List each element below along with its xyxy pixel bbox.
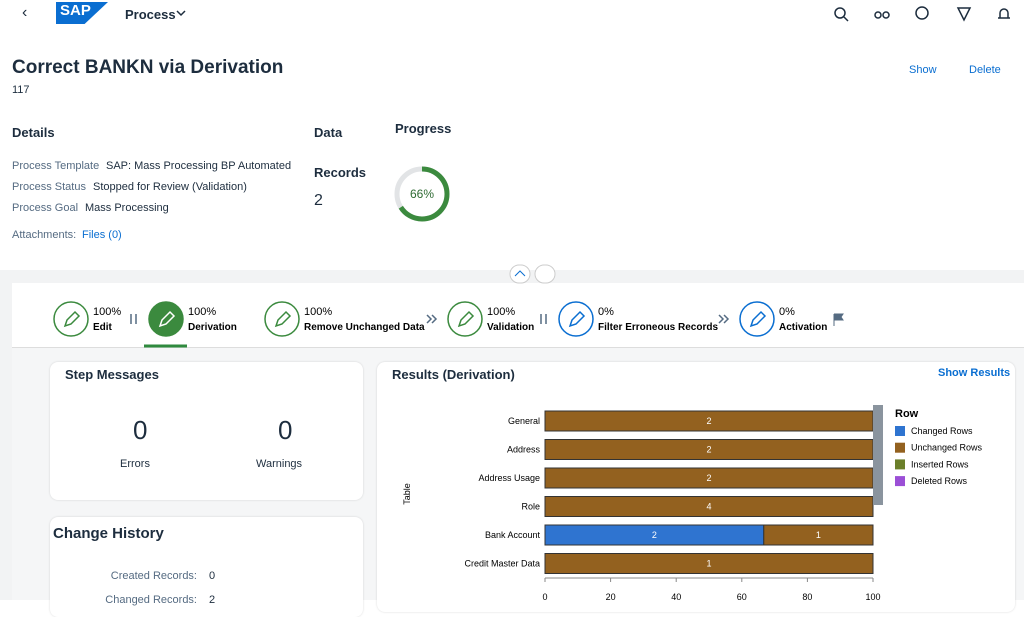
step-percent: 0% (779, 306, 795, 318)
legend-label: Unchanged Rows (911, 443, 983, 453)
panel-title: Step Messages (65, 367, 159, 382)
progress-label: 66% (410, 187, 434, 201)
step-percent: 100% (304, 306, 332, 318)
label: Records (314, 165, 367, 180)
step-percent: 100% (93, 306, 121, 318)
header-toggle[interactable] (509, 264, 556, 284)
errors: 0 (133, 415, 148, 445)
label: Attachments: (12, 229, 77, 241)
action[interactable]: Delete (969, 64, 1001, 76)
scrollbar (873, 405, 883, 505)
step-icon[interactable] (739, 301, 775, 337)
bar-label: 1 (706, 559, 711, 569)
x-tick-label: 40 (671, 592, 681, 600)
step-separators (130, 314, 730, 324)
bar-label: 2 (706, 473, 711, 483)
heading: Details (12, 125, 55, 140)
value: 0 (209, 570, 216, 582)
label: Process Status (12, 181, 86, 193)
step-name: Edit (93, 322, 113, 333)
step-name: Filter Erroneous Records (598, 322, 718, 333)
step-name: Validation (487, 322, 534, 333)
step-glyph (158, 310, 176, 328)
y-tick-label: Address (507, 445, 541, 455)
x-tick-label: 60 (737, 592, 747, 600)
value: SAP: Mass Processing BP Automated (106, 160, 292, 172)
heading: Progress (395, 121, 452, 136)
bar-segment (763, 524, 874, 546)
app-menu[interactable]: Process (125, 7, 176, 22)
x-tick-label: 0 (542, 592, 547, 600)
bar-label: 2 (706, 416, 711, 426)
link[interactable]: Files (0) (82, 229, 122, 241)
legend-swatch (895, 476, 905, 487)
legend-swatch (895, 459, 905, 470)
action[interactable]: Show (909, 64, 937, 76)
step-percent: 100% (487, 306, 515, 318)
step-icon[interactable] (558, 301, 594, 337)
link[interactable]: Show Results (938, 367, 1011, 379)
step-glyph (568, 310, 586, 328)
object-id: 117 (12, 84, 30, 96)
value: Stopped for Review (Validation) (93, 181, 247, 193)
bar-label: 2 (652, 530, 657, 540)
step-name: Activation (779, 322, 827, 333)
step-icon[interactable] (264, 301, 300, 337)
flag (833, 313, 844, 326)
legend-label: Inserted Rows (911, 459, 969, 469)
y-tick-label: Bank Account (485, 530, 541, 540)
step-icon[interactable] (447, 301, 483, 337)
step-name: Derivation (188, 322, 237, 333)
warnings: 0 (278, 415, 293, 445)
step-glyph (749, 310, 767, 328)
toolbar-icons (176, 6, 1010, 22)
legend-swatch (895, 442, 905, 453)
y-tick-label: Credit Master Data (464, 559, 540, 569)
y-tick-label: General (508, 416, 540, 426)
label: Process Template (12, 160, 100, 172)
legend-swatch (895, 426, 905, 436)
label: Errors (120, 458, 150, 470)
x-tick-label: 100 (865, 592, 880, 600)
value: Mass Processing (85, 202, 169, 214)
bar-label: 2 (706, 445, 711, 455)
step-glyph (457, 310, 475, 328)
bar-label: 4 (706, 502, 711, 512)
step-percent: 100% (188, 306, 216, 318)
step-percent: 0% (598, 306, 614, 318)
panel-title: Change History (53, 525, 164, 542)
step-icon[interactable] (53, 301, 89, 337)
y-tick-label: Address Usage (478, 473, 540, 483)
records: 2 (314, 192, 323, 209)
y-tick-label: Role (521, 502, 540, 512)
legend-label: Deleted Rows (911, 476, 968, 486)
y-axis-label: Table (402, 483, 412, 505)
x-tick-label: 20 (606, 592, 616, 600)
legend-label: Changed Rows (911, 426, 973, 436)
label: Warnings (256, 458, 303, 470)
back[interactable]: ‹ (22, 4, 28, 21)
label: Process Goal (12, 202, 79, 214)
step-glyph (274, 310, 292, 328)
panel-title: Results (Derivation) (392, 367, 515, 382)
label: Created Records: (110, 570, 197, 582)
bar-segment (544, 553, 874, 574)
step-glyph (63, 310, 81, 328)
legend-title: Row (895, 408, 919, 420)
step-icon[interactable] (148, 301, 184, 337)
progress-ring (394, 166, 450, 222)
bar-segment (544, 496, 874, 517)
x-tick-label: 80 (802, 592, 812, 600)
page: ‹ SAP Process Correct BANKN via Derivati… (0, 2, 1024, 606)
bar-label: 1 (816, 530, 821, 540)
step-name: Remove Unchanged Data (304, 322, 425, 333)
heading: Data (314, 125, 343, 140)
object-title: Correct BANKN via Derivation (12, 57, 284, 78)
panel (50, 362, 363, 500)
